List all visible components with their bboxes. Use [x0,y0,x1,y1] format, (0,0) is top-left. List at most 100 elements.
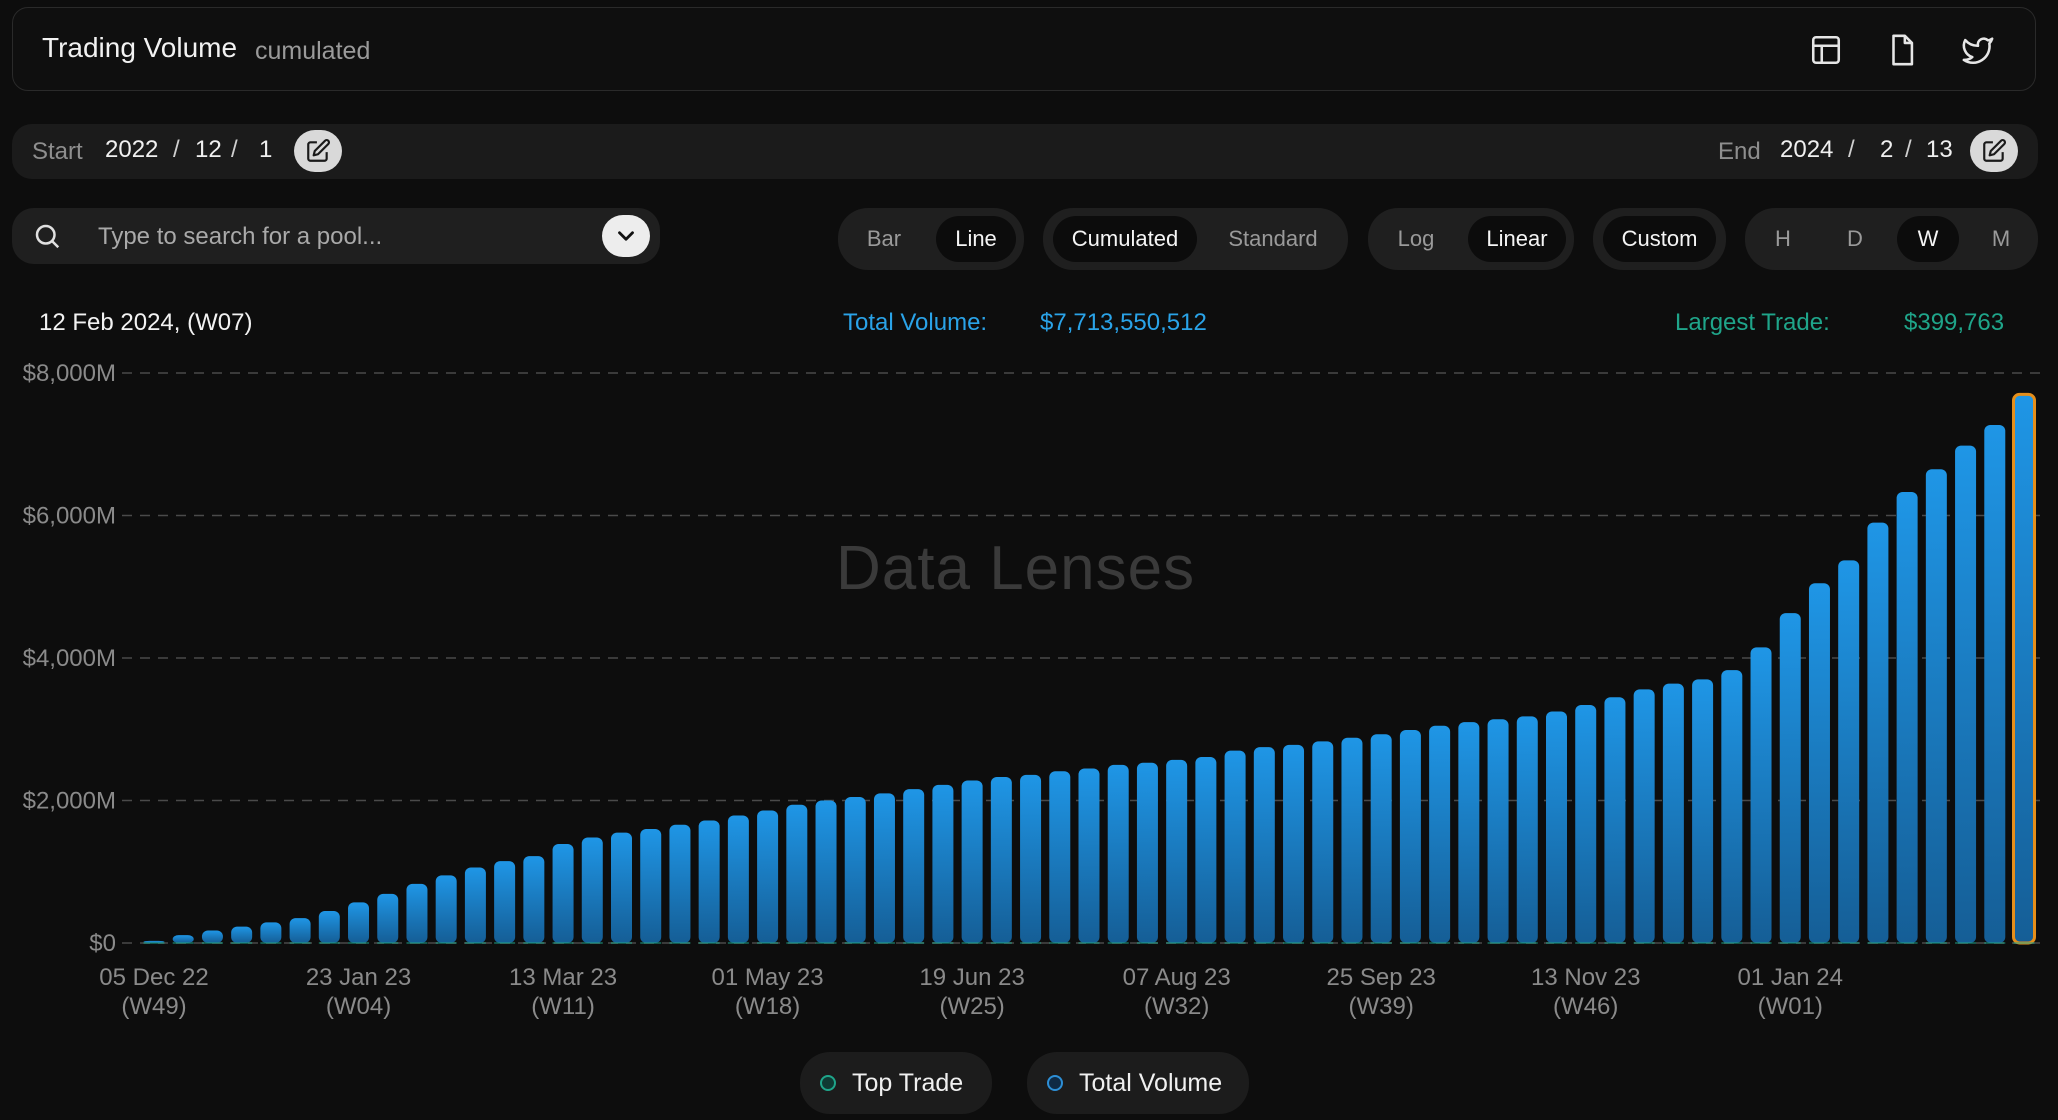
date-range-bar: Start 2022 / 12 / 1 End 2024 / 2 / 13 [12,124,2038,179]
x-tick-label: 19 Jun 23 [919,964,1024,991]
bar-top-trade [1662,941,1684,944]
interval-hour[interactable]: H [1775,226,1791,251]
legend-item-total-volume[interactable]: Total Volume [1027,1052,1249,1114]
x-tick-label: 23 Jan 23 [306,964,411,991]
end-day[interactable]: 13 [1926,136,1953,163]
custom-option[interactable]: Custom [1603,216,1716,262]
x-tick-label: 07 Aug 23 [1123,964,1231,991]
bar-top-trade [231,941,253,944]
bar-total-volume [377,893,399,943]
bar-option[interactable]: Bar [866,226,902,251]
bar-top-trade [1312,941,1334,944]
bar-top-trade [873,941,895,944]
document-icon[interactable] [1885,33,1919,67]
bar-top-trade [1195,941,1217,944]
bar-top-trade [1107,941,1129,944]
start-day[interactable]: 1 [259,136,273,163]
twitter-icon[interactable] [1961,33,1995,67]
bar-total-volume [757,810,779,943]
bar-top-trade [201,941,223,944]
interval-day[interactable]: D [1847,226,1863,251]
bar-top-trade [1458,941,1480,944]
chart-type-toggle: Bar Line [838,208,1024,270]
end-year[interactable]: 2024 [1780,136,1834,163]
start-year[interactable]: 2022 [105,136,159,163]
y-tick-label: $4,000M [23,645,116,672]
legend-item-top-trade[interactable]: Top Trade [800,1052,992,1114]
bar-top-trade [2013,941,2035,944]
bar-top-trade [932,941,954,944]
bar-top-trade [669,941,691,944]
bar-top-trade [1604,941,1626,944]
search-input[interactable] [96,218,590,256]
bar-top-trade [1955,941,1977,944]
bar-top-trade [1750,941,1772,944]
line-option[interactable]: Line [936,216,1016,262]
bar-total-volume [289,918,311,943]
search-icon [32,221,62,251]
start-month[interactable]: 12 [195,136,222,163]
bar-top-trade [961,941,983,944]
bar-top-trade [552,941,574,944]
edit-icon [1983,139,2006,162]
standard-option[interactable]: Standard [1228,226,1318,251]
edit-start-date-button[interactable] [294,130,342,172]
bar-total-volume [990,776,1012,943]
bar-total-volume [464,867,486,943]
bar-total-volume [1692,679,1714,943]
x-tick-label: 13 Nov 23 [1531,964,1640,991]
custom-toggle: Custom [1593,208,1726,270]
bar-total-volume [1516,716,1538,943]
bar-total-volume [611,832,632,943]
bar-total-volume [1808,583,1830,943]
bar-top-trade [348,941,370,944]
bar-top-trade [406,941,428,944]
y-tick-label: $8,000M [23,360,116,387]
bar-total-volume [1896,491,1918,943]
bar-total-volume [1283,744,1305,943]
x-tick-label: 01 Jan 24 [1738,964,1843,991]
bar-total-volume [727,815,749,943]
bar-total-volume [406,883,428,943]
watermark: Data Lenses [836,534,1196,603]
log-option[interactable]: Log [1397,226,1435,251]
bar-top-trade [289,941,311,944]
table-icon[interactable] [1809,33,1843,67]
interval-month[interactable]: M [1991,226,2011,251]
interval-week[interactable]: W [1897,216,1959,262]
bar-total-volume [435,875,457,943]
bar-top-trade [1867,941,1889,944]
bar-top-trade [1166,941,1188,944]
cumulated-option[interactable]: Cumulated [1053,216,1197,262]
bar-total-volume [698,820,720,943]
bar-top-trade [1575,941,1597,944]
selected-date: 12 Feb 2024, (W07) [39,309,253,336]
pool-dropdown-button[interactable] [602,215,650,257]
bar-top-trade [815,941,837,944]
bar-total-volume [1955,445,1977,943]
page-title: Trading Volume [42,32,238,63]
bar-total-volume [903,789,925,943]
legend-label: Total Volume [1079,1068,1223,1097]
bar-top-trade [786,941,808,944]
bar-total-volume [1750,647,1772,943]
bar-total-volume [1925,469,1947,943]
x-tick-week-label: (W01) [1758,993,1823,1020]
bar-top-trade [844,941,866,944]
bar-total-volume [1136,762,1158,943]
x-tick-label: 05 Dec 22 [99,964,208,991]
bar-total-volume [1049,771,1071,943]
end-month[interactable]: 2 [1880,136,1894,163]
x-tick-label: 01 May 23 [712,964,824,991]
bar-total-volume [1253,747,1275,943]
bar-top-trade [143,941,165,944]
edit-end-date-button[interactable] [1970,130,2018,172]
date-separator: / [231,136,238,163]
linear-option[interactable]: Linear [1468,216,1566,262]
bar-top-trade [1633,941,1655,944]
total-volume-value: $7,713,550,512 [1040,309,1207,336]
bar-top-trade [581,941,603,944]
bar-top-trade [1925,941,1947,944]
y-tick-label: $2,000M [23,788,116,815]
